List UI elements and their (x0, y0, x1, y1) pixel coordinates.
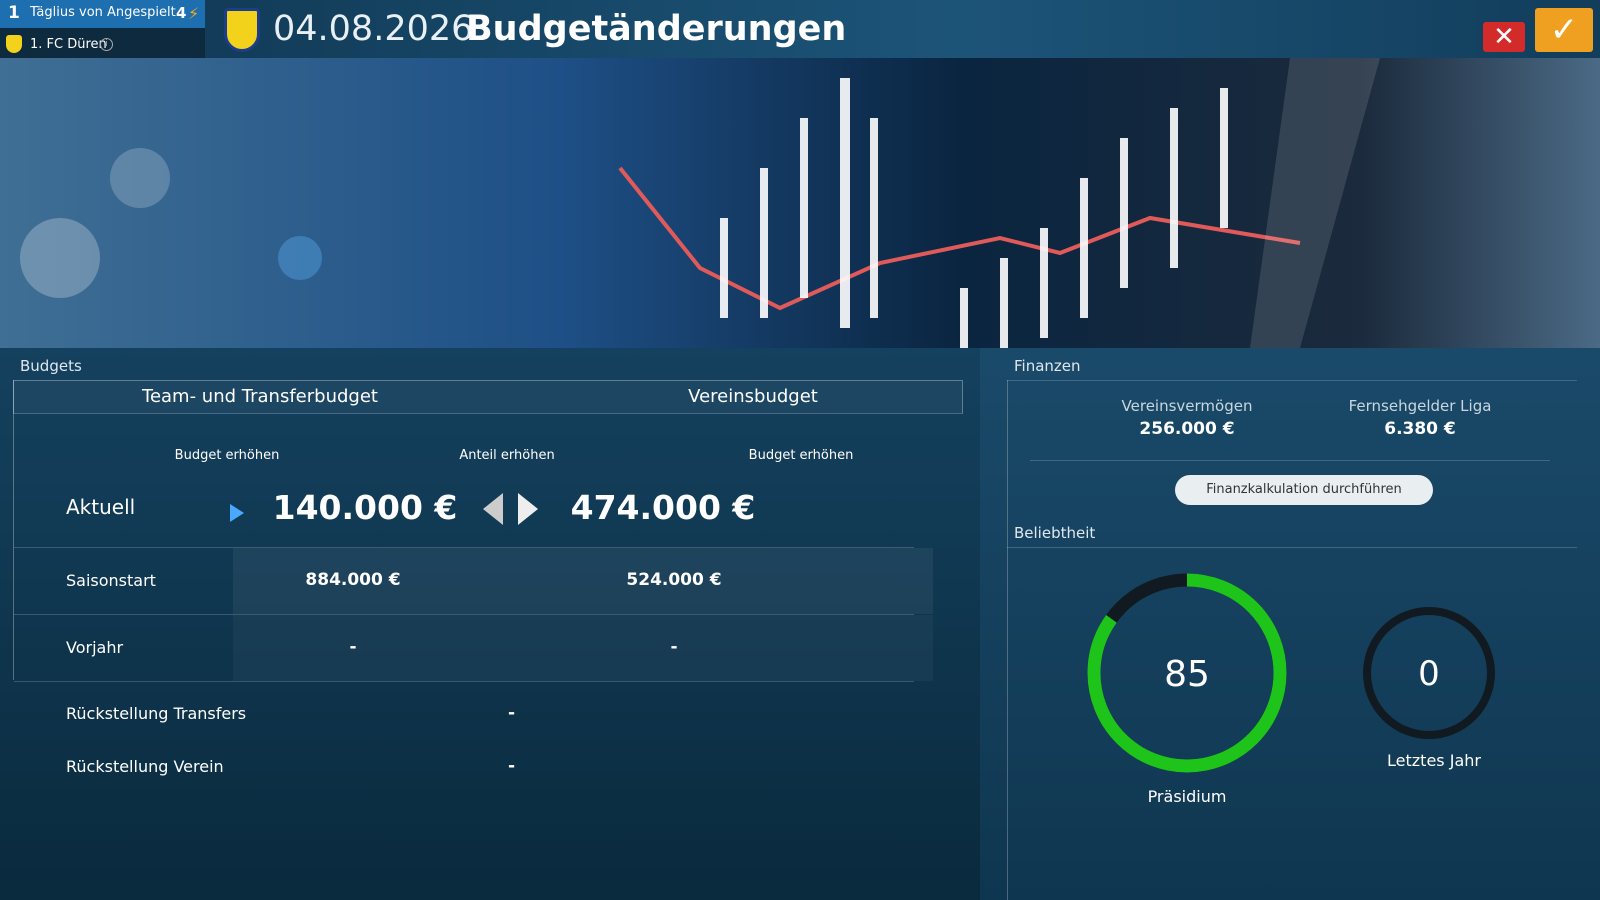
header-bar (0, 0, 1600, 58)
team-budget-start: 884.000 € (305, 570, 401, 590)
row-label: Vorjahr (66, 638, 124, 657)
manager-box (0, 0, 205, 28)
reserve-label: Rückstellung Transfers (66, 704, 247, 723)
manager-name: Täglius von Angespielt (30, 5, 176, 20)
row-divider (14, 614, 914, 615)
confirm-button[interactable]: ✓ (1535, 8, 1593, 52)
info-icon[interactable]: i (100, 38, 113, 51)
row-label: Saisonstart (66, 571, 156, 590)
row-cell (233, 615, 933, 681)
arrow-left[interactable] (483, 493, 503, 525)
reserve-value: - (508, 703, 516, 723)
tab[interactable]: Vereinsbudget (688, 386, 818, 407)
finance-label: Fernsehgelder Liga (1348, 397, 1492, 415)
gauge-value: 85 (1164, 654, 1210, 695)
club-crest (224, 8, 260, 52)
banner-image (0, 58, 1600, 348)
finances-panel (980, 348, 1600, 900)
finance-value: 256.000 € (1139, 419, 1235, 439)
gauge-value: 0 (1418, 654, 1440, 694)
finance-value: 6.380 € (1384, 419, 1456, 439)
finances-title: Finanzen (1014, 357, 1081, 375)
finance-calc-button[interactable]: Finanzkalkulation durchführen (1175, 475, 1433, 505)
tab[interactable]: Team- und Transferbudget (142, 386, 378, 407)
level: 4 (176, 4, 187, 22)
reserve-label: Rückstellung Verein (66, 757, 224, 776)
team-budget-prev: - (349, 637, 357, 657)
panel-border (1007, 380, 1008, 900)
budgets-panel (0, 348, 980, 900)
row-cell (233, 548, 933, 614)
close-button[interactable]: ✕ (1483, 22, 1525, 52)
date: 04.08.2026 (273, 9, 474, 49)
gauge-track (1363, 607, 1495, 739)
divider (1007, 547, 1577, 548)
action-label[interactable]: Budget erhöhen (174, 448, 280, 463)
divider (1007, 380, 1577, 381)
gauge-label: Letztes Jahr (1387, 751, 1481, 770)
page-title: Budgetänderungen (466, 9, 847, 49)
action-label[interactable]: Budget erhöhen (748, 448, 854, 463)
popularity-title: Beliebtheit (1014, 524, 1096, 542)
budgets-title: Budgets (20, 357, 82, 375)
gauge-label: Präsidium (1147, 787, 1227, 806)
divider (1030, 460, 1550, 461)
club-crest-small (6, 35, 22, 53)
finance-label: Vereinsvermögen (1121, 397, 1253, 415)
rank: 1 (8, 3, 20, 23)
club-budget-current: 474.000 € (570, 488, 756, 527)
row-label: Aktuell (66, 495, 136, 519)
panel-border (13, 380, 14, 680)
cursor (230, 504, 244, 522)
arrow-right[interactable] (518, 493, 538, 525)
team-budget-current: 140.000 € (272, 488, 458, 527)
club-name: 1. FC Düren (30, 37, 107, 52)
lightning-icon: ⚡ (188, 4, 200, 23)
reserve-value: - (508, 756, 516, 776)
club-budget-start: 524.000 € (626, 570, 722, 590)
row-divider (14, 681, 914, 682)
gauge-arc (1087, 573, 1287, 773)
tab-bar (13, 380, 963, 414)
club-budget-prev: - (670, 637, 678, 657)
row-divider (14, 547, 914, 548)
action-label[interactable]: Anteil erhöhen (459, 448, 555, 463)
gauges: 85 0 (1087, 573, 1495, 773)
